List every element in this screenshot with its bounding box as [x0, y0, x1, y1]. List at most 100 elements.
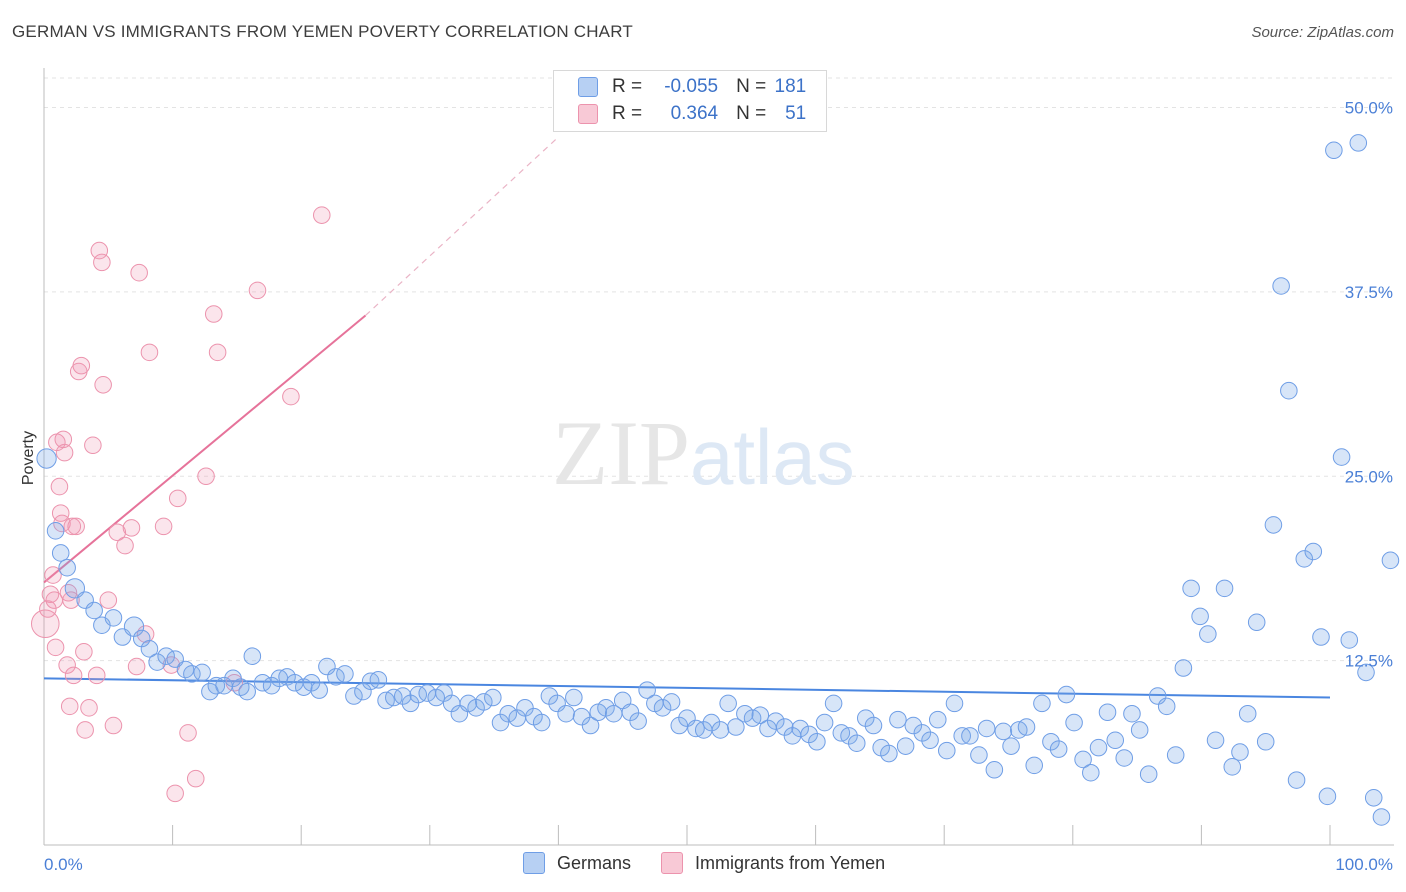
x-tick-label: 100.0%: [1335, 855, 1393, 874]
y-tick-label: 37.5%: [1345, 283, 1393, 302]
legend-item-germans[interactable]: Germans: [523, 852, 631, 874]
german-point: [46, 522, 65, 540]
german-point: [369, 671, 388, 689]
german-point: [540, 687, 559, 705]
yemen-point: [116, 536, 134, 555]
german-point: [921, 731, 939, 750]
r-label: R =: [612, 103, 643, 124]
yemen-point: [67, 517, 85, 536]
german-point: [1049, 740, 1068, 758]
legend-swatch-yemen: [578, 104, 598, 124]
yemen-point: [75, 642, 93, 661]
yemen-point: [39, 600, 57, 618]
y-axis-label: Poverty: [20, 431, 37, 485]
german-trend-line: [43, 677, 1331, 699]
yemen-point: [197, 467, 215, 486]
yemen-point: [168, 489, 187, 508]
german-point: [970, 746, 988, 764]
german-point: [670, 716, 689, 735]
n-value: 181: [774, 76, 807, 97]
german-point: [1206, 731, 1225, 750]
german-point: [565, 688, 583, 707]
german-point: [1312, 628, 1330, 646]
legend-item-yemen[interactable]: Immigrants from Yemen: [661, 852, 885, 874]
german-point: [310, 681, 328, 699]
n-value: 51: [785, 103, 807, 124]
yemen-point: [204, 305, 223, 323]
german-point: [1130, 721, 1149, 739]
german-point: [1340, 631, 1359, 649]
yemen-point: [166, 784, 184, 803]
legend-swatch-germans: [523, 852, 545, 874]
german-point: [475, 693, 493, 711]
german-point: [484, 688, 502, 707]
yemen-point: [80, 699, 98, 717]
legend-swatch-yemen: [661, 852, 684, 874]
german-point: [928, 710, 947, 729]
german-point: [766, 712, 785, 730]
yemen-point: [58, 656, 76, 674]
german-point: [1025, 756, 1043, 775]
german-point: [880, 744, 898, 763]
german-point: [1272, 277, 1290, 295]
legend-label-germans: Germans: [557, 852, 632, 873]
german-point: [621, 703, 640, 722]
y-tick-label: 25.0%: [1345, 467, 1393, 486]
german-point: [385, 688, 403, 707]
yemen-point: [84, 436, 102, 455]
german-point: [1042, 732, 1060, 751]
german-point: [243, 647, 262, 665]
german-point: [401, 694, 420, 713]
german-point: [58, 558, 76, 577]
yemen-point: [51, 504, 70, 522]
german-point: [1002, 737, 1020, 755]
chart-title: GERMAN VS IMMIGRANTS FROM YEMEN POVERTY …: [12, 22, 633, 41]
german-point: [1264, 516, 1283, 534]
german-point: [85, 601, 103, 620]
legend-row-germans: R = -0.055 N = 181: [578, 74, 806, 100]
yemen-point: [44, 566, 62, 584]
german-point: [751, 706, 770, 724]
german-point: [1139, 765, 1158, 783]
yemen-point: [72, 356, 91, 375]
german-point: [1074, 750, 1092, 769]
german-point: [824, 694, 843, 713]
german-point: [557, 704, 575, 723]
german-point: [336, 665, 354, 683]
yemen-point: [282, 387, 300, 406]
german-point: [889, 710, 907, 729]
german-point: [1199, 625, 1217, 643]
x-tick-label: 0.0%: [44, 855, 83, 874]
german-point: [1372, 808, 1391, 826]
german-point: [1381, 551, 1400, 570]
n-label: N =: [736, 76, 767, 97]
german-point: [1157, 697, 1176, 716]
german-point: [953, 727, 971, 745]
german-point: [1280, 381, 1298, 400]
tick-labels: 12.5% 25.0% 37.5% 50.0% 0.0% 100.0%: [44, 99, 1393, 875]
german-point: [638, 681, 656, 699]
german-point: [808, 732, 826, 751]
german-point: [1287, 771, 1306, 789]
german-point: [1215, 579, 1234, 598]
german-point: [775, 718, 794, 736]
german-point: [847, 734, 866, 753]
german-point: [1247, 613, 1266, 632]
german-point: [1318, 787, 1337, 806]
yemen-point: [104, 716, 123, 735]
axes: [43, 68, 1394, 846]
german-point: [516, 699, 534, 717]
yemen-point: [30, 609, 60, 639]
yemen-point: [60, 697, 79, 716]
yemen-point: [154, 517, 173, 536]
yemen-point: [127, 657, 146, 676]
german-point: [1357, 663, 1375, 682]
german-point: [409, 685, 428, 704]
german-point: [1332, 448, 1351, 466]
german-point: [1174, 659, 1193, 677]
german-point: [702, 713, 721, 732]
german-point: [662, 693, 681, 711]
german-point: [532, 713, 551, 732]
german-point: [1364, 789, 1383, 807]
yemen-point: [130, 263, 148, 282]
